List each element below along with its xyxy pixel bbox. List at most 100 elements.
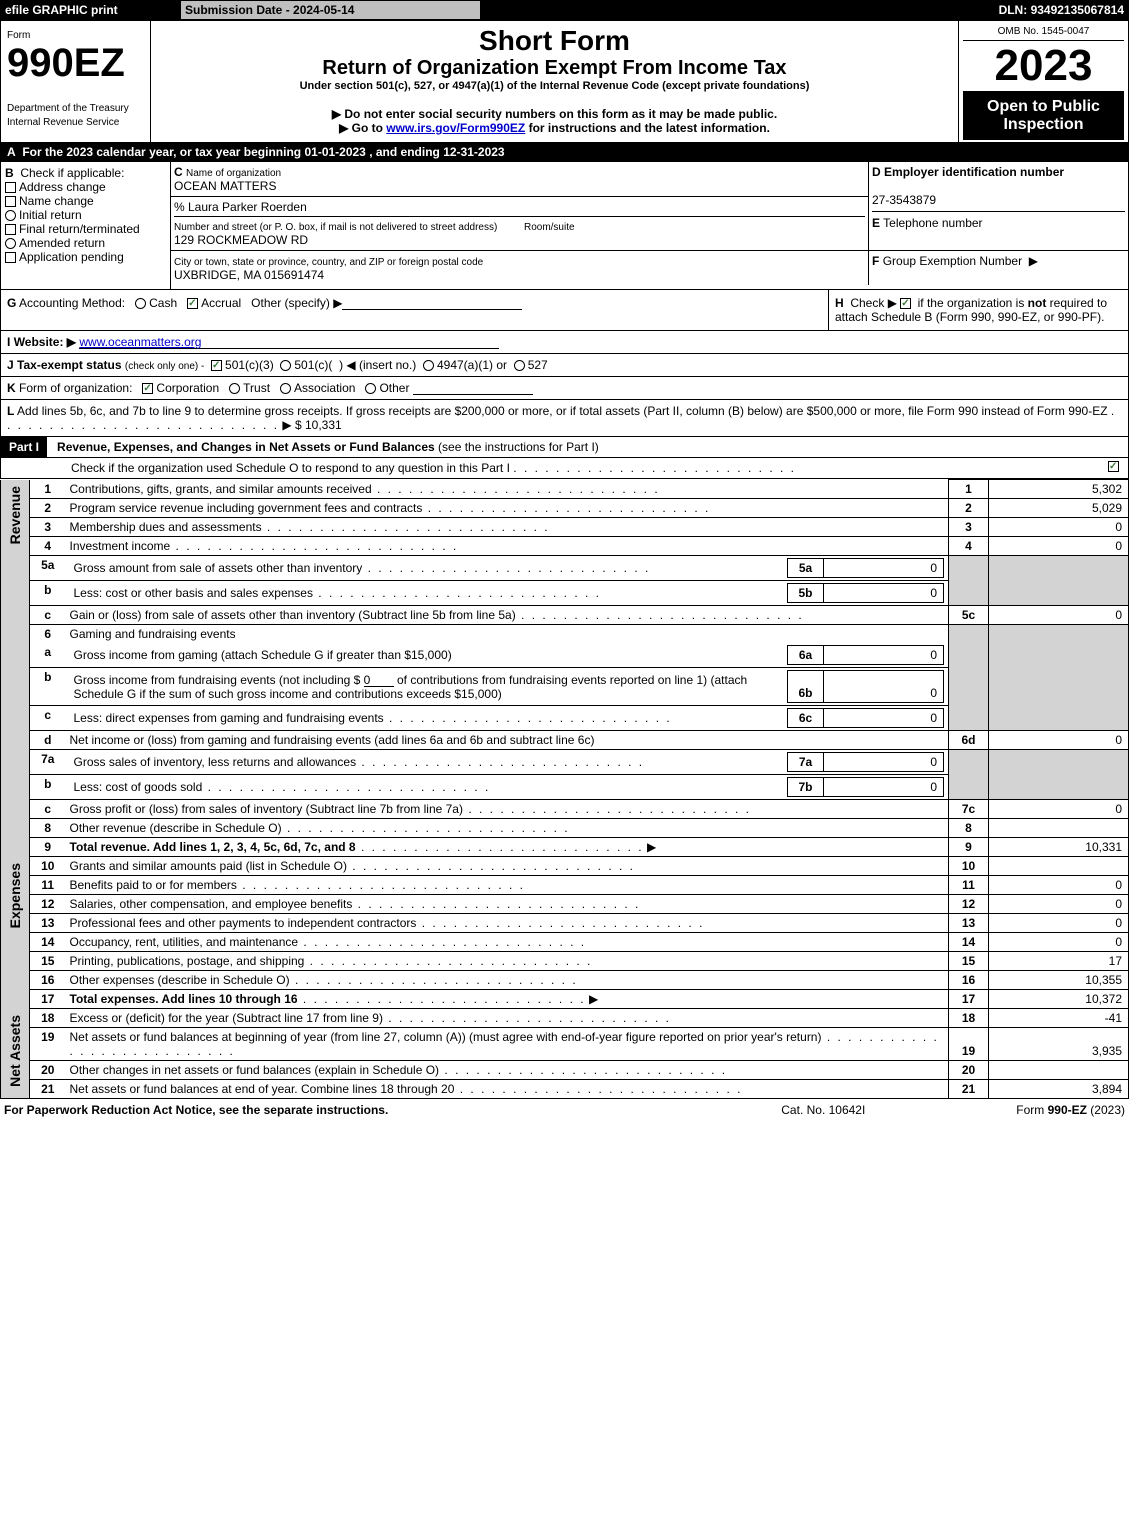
n18: 18 [41,1011,54,1025]
b-opt-name: Name change [19,194,94,208]
d7b: Less: cost of goods sold [74,780,203,794]
l-arrow: ▶ $ [282,418,305,432]
rb-cash[interactable] [135,298,146,309]
n6d: d [44,733,51,747]
rb-association[interactable] [280,383,291,394]
v1: 5,302 [989,480,1129,499]
line-a: A For the 2023 calendar year, or tax yea… [0,143,1129,162]
cb-address-change[interactable] [5,182,16,193]
rb-527[interactable] [514,360,525,371]
n19: 19 [41,1030,54,1044]
rb-amended-return[interactable] [5,238,16,249]
v10 [989,857,1129,876]
g-other-input[interactable] [342,296,522,310]
k-other: Other [379,381,409,395]
j-527: 527 [528,358,548,372]
j-501c3: 501(c)(3) [225,358,274,372]
website-link[interactable]: www.oceanmatters.org [79,335,499,349]
sn7b: 7b [788,778,824,797]
cb-schedule-o-part1[interactable] [1108,461,1119,472]
rn5c: 5c [949,606,989,625]
submission-date-cell: Submission Date - 2024-05-14 [181,1,481,20]
d6b-1: Gross income from fundraising events (no… [74,673,364,687]
v9: 10,331 [989,838,1129,857]
footer-right-form: 990-EZ [1048,1103,1087,1117]
d1: Contributions, gifts, grants, and simila… [70,482,372,496]
revenue-tab: Revenue [5,482,25,548]
d7c: Gross profit or (loss) from sales of inv… [70,802,463,816]
n9: 9 [44,840,51,854]
cb-name-change[interactable] [5,196,16,207]
f-arrow: ▶ [1029,254,1038,268]
v16: 10,355 [989,971,1129,990]
b-opt-final: Final return/terminated [19,222,140,236]
rn8: 8 [949,819,989,838]
line-l: L Add lines 5b, 6c, and 7b to line 9 to … [0,400,1129,437]
k-corp: Corporation [156,381,219,395]
rn18: 18 [949,1009,989,1028]
form-number: 990EZ [7,41,125,85]
rn11: 11 [949,876,989,895]
rn10: 10 [949,857,989,876]
footer-mid: Cat. No. 10642I [737,1101,910,1119]
cb-accrual[interactable] [187,298,198,309]
cb-corporation[interactable] [142,383,153,394]
submission-label: Submission Date - [185,3,293,17]
cb-no-schedule-b[interactable] [900,298,911,309]
rn17: 17 [949,990,989,1009]
rn13: 13 [949,914,989,933]
rb-other[interactable] [365,383,376,394]
n20: 20 [41,1063,54,1077]
rn3: 3 [949,518,989,537]
d6c: Less: direct expenses from gaming and fu… [74,711,384,725]
v19: 3,935 [989,1028,1129,1061]
rb-initial-return[interactable] [5,210,16,221]
goto-prefix: ▶ Go to [339,121,386,135]
rn2: 2 [949,499,989,518]
n5c: c [44,608,51,622]
d19: Net assets or fund balances at beginning… [70,1030,822,1044]
e-label: Telephone number [883,216,982,230]
rn9: 9 [949,838,989,857]
n6a: a [44,645,51,659]
j-501c-tail: ) ◀ (insert no.) [339,358,416,372]
d16: Other expenses (describe in Schedule O) [70,973,290,987]
warn-ssn: ▶ Do not enter social security numbers o… [159,107,950,121]
d13: Professional fees and other payments to … [70,916,417,930]
rb-501c[interactable] [280,360,291,371]
d6a: Gross income from gaming (attach Schedul… [74,648,452,662]
v15: 17 [989,952,1129,971]
rb-4947[interactable] [423,360,434,371]
v3: 0 [989,518,1129,537]
tax-year: 2023 [963,41,1124,92]
n11: 11 [41,878,54,892]
efile-label[interactable]: efile GRAPHIC print [1,1,181,20]
v18: -41 [989,1009,1129,1028]
submission-date: 2024-05-14 [293,3,354,17]
org-name: OCEAN MATTERS [174,179,276,193]
netassets-tab: Net Assets [5,1011,25,1091]
line-a-end: 12-31-2023 [443,145,504,159]
n7c: c [44,802,51,816]
city-value: UXBRIDGE, MA 015691474 [174,268,324,282]
n10: 10 [41,859,54,873]
rn12: 12 [949,895,989,914]
c-label: Name of organization [186,168,281,179]
j-4947: 4947(a)(1) or [437,358,507,372]
d6b-amt: 0 [364,673,394,687]
k-other-input[interactable] [413,381,533,395]
cb-final-return[interactable] [5,224,16,235]
d17: Total expenses. Add lines 10 through 16 [70,992,298,1006]
b-opt-address: Address change [19,180,106,194]
rb-trust[interactable] [229,383,240,394]
line-i: I Website: ▶ www.oceanmatters.org [0,331,1129,354]
part1-header: Part I Revenue, Expenses, and Changes in… [0,437,1129,479]
j-note: (check only one) - [125,361,204,372]
n15: 15 [41,954,54,968]
l-value: 10,331 [305,418,342,432]
v17: 10,372 [989,990,1129,1009]
l-text: Add lines 5b, 6c, and 7b to line 9 to de… [17,404,1108,418]
goto-link[interactable]: www.irs.gov/Form990EZ [386,121,525,135]
cb-application-pending[interactable] [5,252,16,263]
cb-501c3[interactable] [211,360,222,371]
